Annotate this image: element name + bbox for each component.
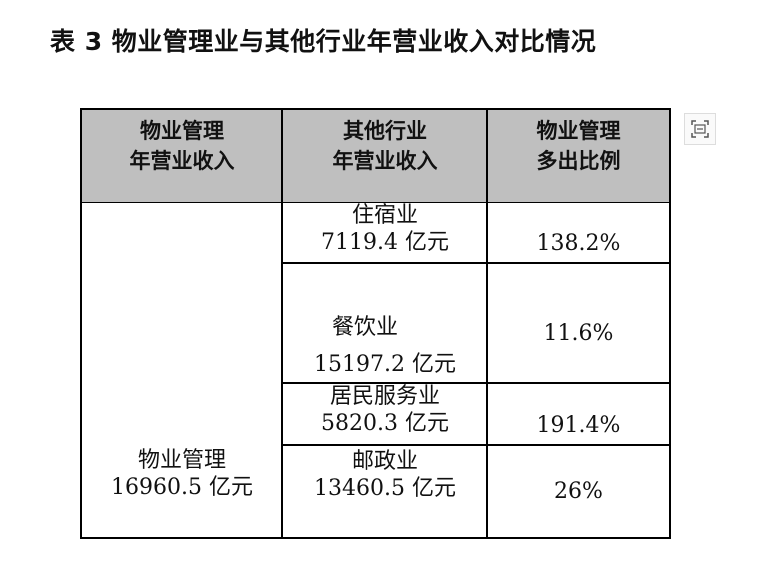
industry-name: 住宿业 bbox=[351, 203, 418, 228]
border bbox=[80, 202, 671, 203]
header-line: 年营业收入 bbox=[129, 149, 235, 173]
scan-icon-svg bbox=[691, 120, 709, 138]
industry-revenue: 5820.3 亿元 bbox=[321, 411, 449, 436]
ratio: 26% bbox=[554, 479, 603, 504]
border bbox=[282, 382, 671, 384]
border bbox=[80, 108, 82, 539]
ratio-cell: 11.6% bbox=[488, 320, 669, 347]
header-line: 多出比例 bbox=[536, 149, 621, 173]
industry-revenue: 13460.5 亿元 bbox=[314, 476, 456, 501]
property-revenue: 16960.5 亿元 bbox=[111, 475, 253, 500]
industry-cell: 餐饮业 15197.2 亿元 bbox=[283, 314, 487, 378]
border bbox=[282, 262, 671, 264]
table-title: 表 3 物业管理业与其他行业年营业收入对比情况 bbox=[50, 27, 597, 56]
border bbox=[281, 108, 283, 539]
header-cell: 其他行业 年营业收入 bbox=[283, 110, 487, 203]
ratio: 138.2% bbox=[536, 231, 621, 256]
border bbox=[80, 537, 671, 539]
header-line: 物业管理 bbox=[536, 119, 621, 143]
ratio-cell: 138.2% bbox=[488, 230, 669, 257]
header-cell: 物业管理 多出比例 bbox=[488, 110, 669, 203]
industry-name: 餐饮业 bbox=[331, 315, 398, 340]
header-cell: 物业管理 年营业收入 bbox=[82, 110, 282, 203]
property-cell: 物业管理 16960.5 亿元 bbox=[82, 447, 282, 507]
ratio: 191.4% bbox=[536, 413, 621, 438]
industry-revenue: 7119.4 亿元 bbox=[321, 230, 449, 255]
property-name: 物业管理 bbox=[137, 448, 226, 473]
border bbox=[486, 108, 488, 539]
industry-cell: 居民服务业 5820.3 亿元 bbox=[283, 383, 487, 437]
ratio-cell: 26% bbox=[488, 478, 669, 505]
scan-icon[interactable] bbox=[684, 113, 716, 145]
industry-name: 邮政业 bbox=[351, 449, 418, 474]
ratio-cell: 191.4% bbox=[488, 412, 669, 439]
industry-revenue: 15197.2 亿元 bbox=[314, 352, 456, 377]
industry-cell: 邮政业 13460.5 亿元 bbox=[283, 448, 487, 502]
border bbox=[669, 108, 671, 539]
border bbox=[282, 444, 671, 446]
industry-cell: 住宿业 7119.4 亿元 bbox=[283, 202, 487, 256]
border bbox=[80, 108, 671, 110]
header-line: 年营业收入 bbox=[332, 149, 438, 173]
header-line: 其他行业 bbox=[343, 119, 427, 143]
ratio: 11.6% bbox=[543, 321, 614, 346]
industry-name: 居民服务业 bbox=[329, 384, 440, 409]
header-line: 物业管理 bbox=[140, 119, 224, 143]
